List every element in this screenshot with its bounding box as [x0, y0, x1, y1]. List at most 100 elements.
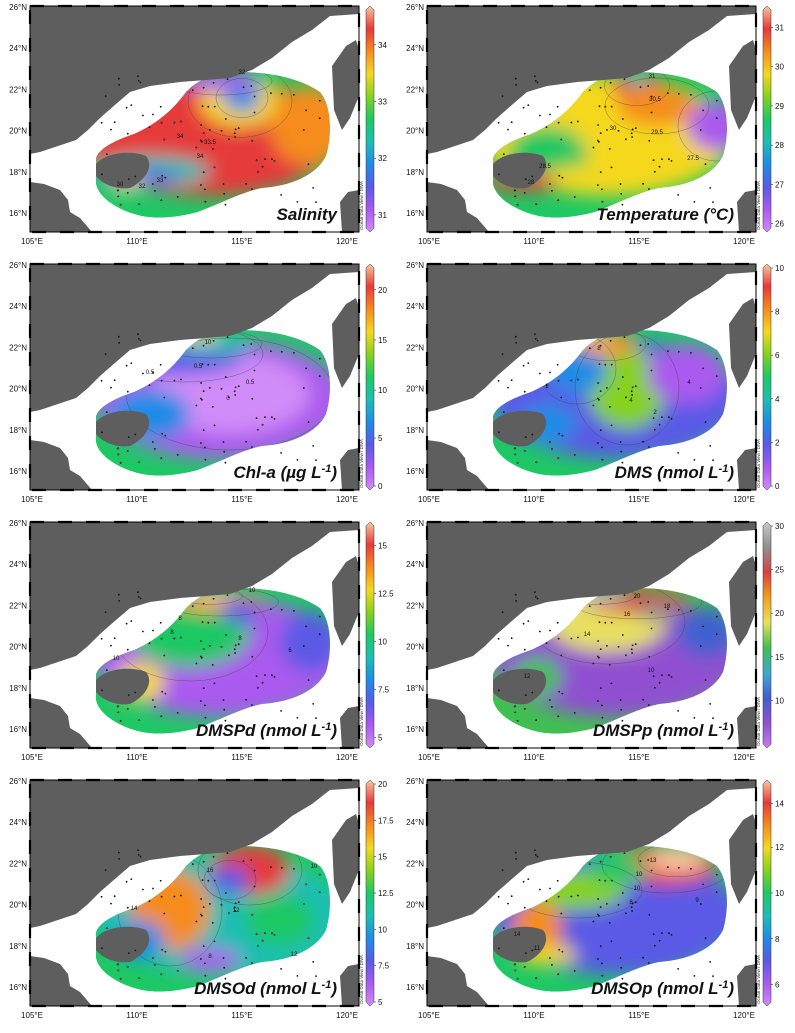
colorbar-tick-label: 6 — [775, 981, 780, 990]
lat-tick-label: 22°N — [406, 859, 424, 868]
odv-watermark: Ocean Data View / DIVA — [359, 955, 364, 1004]
contour-label: 30 — [610, 126, 617, 132]
lat-tick-label: 16°N — [406, 983, 424, 992]
map-frame — [426, 5, 757, 233]
contour-label: 13 — [650, 858, 657, 864]
colorbar-tick-label: 26 — [775, 220, 784, 229]
contour-label: 12 — [291, 952, 298, 958]
contour-label: 0.5 — [246, 380, 255, 386]
lon-tick-label: 120°E — [733, 753, 755, 762]
odv-watermark: Ocean Data View / DIVA — [359, 697, 364, 746]
lon-tick-label: 105°E — [21, 237, 43, 246]
colorbar-tick-label: 15 — [775, 653, 784, 662]
lon-tick-label: 110°E — [523, 753, 544, 762]
contour-label: 10 — [634, 886, 641, 892]
contour-label: 10 — [648, 668, 655, 674]
colorbar-tick-label: 25 — [775, 566, 784, 575]
colorbar-tick-label: 30 — [775, 63, 784, 72]
contour-label: 4 — [629, 398, 633, 404]
colorbar-tick-label: 30 — [775, 522, 784, 531]
contour-label: 27.5 — [687, 156, 699, 162]
colorbar-tick-label: 10 — [775, 889, 784, 898]
panel-title: Chl-a (µg L-1) — [233, 463, 337, 482]
contour-label: 30 — [117, 182, 124, 188]
panel-title: DMS (nmol L-1) — [615, 463, 735, 482]
station-points — [100, 849, 321, 980]
panel-title: Temperature (°C) — [597, 205, 735, 224]
lon-tick-label: 115°E — [231, 1011, 252, 1020]
lon-tick-label: 105°E — [21, 753, 43, 762]
lat-tick-label: 24°N — [406, 818, 424, 827]
lon-tick-label: 115°E — [628, 1011, 649, 1020]
lat-tick-label: 24°N — [9, 44, 27, 53]
contour-label: 28.5 — [539, 164, 551, 170]
colorbar-tick-label: 12 — [775, 843, 784, 852]
contour-label: 12 — [233, 908, 240, 914]
map-frame — [29, 5, 360, 233]
land-mask — [427, 264, 756, 490]
contour-label: 2 — [545, 384, 549, 390]
contour-label: 16 — [624, 612, 631, 618]
map-frame — [426, 779, 757, 1007]
contour-label: 8 — [178, 616, 182, 622]
lat-tick-label: 26°N — [406, 777, 424, 786]
lon-tick-label: 120°E — [336, 1011, 358, 1020]
lat-tick-label: 22°N — [9, 85, 27, 94]
lat-tick-label: 16°N — [406, 467, 424, 476]
contour-label: 14 — [514, 932, 521, 938]
lat-tick-label: 20°N — [9, 385, 27, 394]
odv-watermark: Ocean Data View / DIVA — [756, 439, 761, 488]
lon-tick-label: 120°E — [336, 237, 358, 246]
contour-label: 34 — [197, 154, 204, 160]
land-mask — [30, 522, 359, 748]
land-mask — [30, 780, 359, 1006]
colorbar-tick-label: 31 — [378, 211, 387, 220]
lon-tick-label: 115°E — [628, 237, 649, 246]
map-panel-8: 13 10 10 14 11 8 9 105°E 110°E 115°E 120°E 26°N 24°N… — [397, 774, 794, 1032]
map-svg: 31 30.5 30 29.5 28.5 28 27.5 105°E 110°E 115°E 120… — [406, 3, 784, 246]
lat-tick-label: 20°N — [9, 901, 27, 910]
colorbar-tick-label: 14 — [775, 800, 784, 809]
land-mask — [427, 522, 756, 748]
colorbar-tick-label: 12.5 — [378, 889, 394, 898]
odv-watermark: Ocean Data View / DIVA — [359, 181, 364, 230]
contour-label: 2 — [653, 410, 657, 416]
map-svg: 8 2 4 4 2 105°E 110°E 115°E 120°E 26°N 24°N 22°N 20°… — [406, 261, 784, 504]
odv-watermark: Ocean Data View / DIVA — [756, 697, 761, 746]
contour-label: 10 — [113, 656, 120, 662]
lon-tick-label: 120°E — [733, 495, 755, 504]
lon-tick-label: 105°E — [418, 753, 440, 762]
colorbar: 34 33 32 31 — [365, 5, 387, 233]
lon-tick-label: 105°E — [21, 495, 43, 504]
colorbar-tick-label: 29 — [775, 102, 784, 111]
colorbar-tick-label: 33 — [378, 98, 387, 107]
interpolated-field — [493, 330, 727, 476]
lon-tick-label: 120°E — [336, 495, 358, 504]
map-frame — [29, 779, 360, 1007]
map-frame — [29, 521, 360, 749]
lat-tick-label: 16°N — [9, 725, 27, 734]
map-panel-2: 31 30.5 30 29.5 28.5 28 27.5 105°E 110°E 115°E 120… — [397, 0, 794, 258]
contour-label: 16 — [207, 868, 214, 874]
colorbar-tick-label: 7.5 — [378, 962, 390, 971]
lat-tick-label: 18°N — [406, 168, 424, 177]
contour-label: 9 — [695, 898, 699, 904]
contour-label: 0.5 — [194, 364, 203, 370]
colorbar-tick-label: 5 — [378, 998, 383, 1007]
lat-tick-label: 18°N — [406, 942, 424, 951]
colorbar-tick-label: 15 — [378, 853, 387, 862]
lon-tick-label: 115°E — [231, 753, 252, 762]
contour-label: 8 — [629, 900, 633, 906]
map-panel-3: 10 0.5 0.5 0.5 0 105°E 110°E 115°E 120°E 26°N 24°N… — [0, 258, 397, 516]
contour-label: 10 — [311, 864, 318, 870]
lat-tick-label: 24°N — [9, 302, 27, 311]
station-points — [100, 591, 321, 722]
colorbar-tick-label: 6 — [775, 351, 780, 360]
colorbar-tick-label: 31 — [775, 23, 784, 32]
station-points — [497, 75, 718, 206]
panel-title: DMSPd (nmol L-1) — [196, 721, 337, 740]
lat-tick-label: 16°N — [9, 209, 27, 218]
map-panel-6: 20 18 16 14 12 10 105°E 110°E 115°E 120°E 26°N 24°N… — [397, 516, 794, 774]
contour-label: 31 — [649, 74, 656, 80]
lat-tick-label: 24°N — [9, 560, 27, 569]
